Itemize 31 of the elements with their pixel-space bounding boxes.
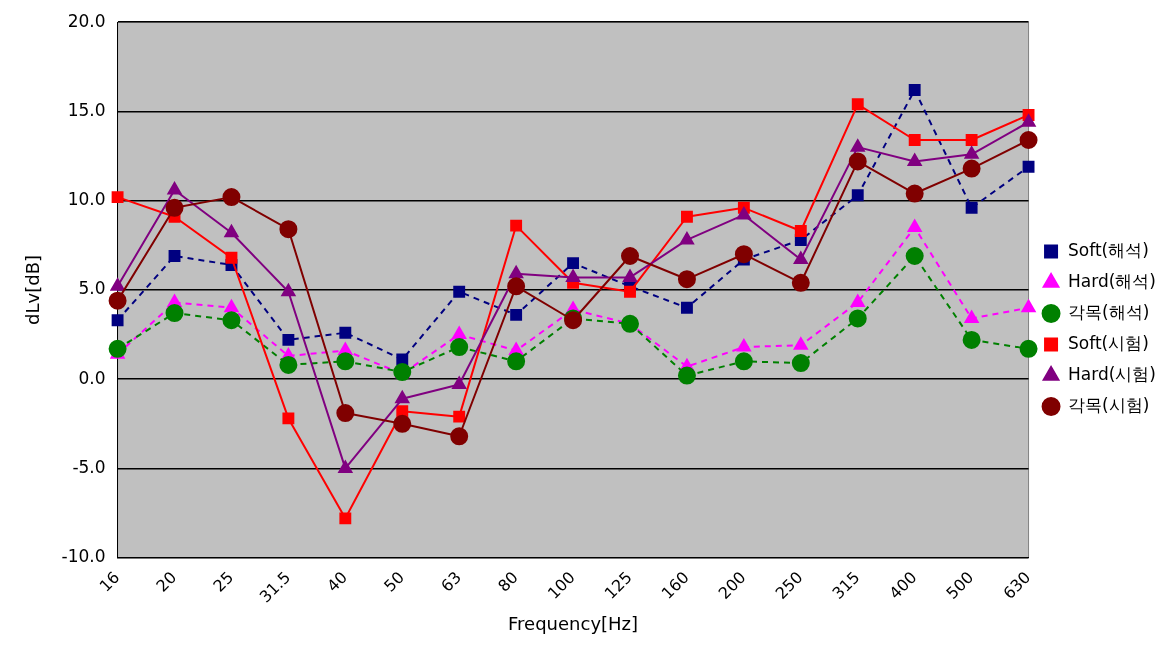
legend-label: Hard(시험) [1068, 363, 1157, 384]
y-axis-title: dLv[dB] [22, 254, 44, 325]
y-tick-label: 10.0 [67, 189, 106, 210]
x-tick-label: 100 [543, 567, 579, 603]
x-tick-label: 630 [999, 567, 1035, 603]
legend-label: 각목(시험) [1068, 394, 1150, 415]
x-tick-label: 315 [828, 567, 864, 603]
legend-label: Soft(해석) [1068, 239, 1149, 260]
x-tick-label: 500 [942, 567, 978, 603]
y-tick-label: -5.0 [72, 456, 106, 477]
x-tick-label: 63 [437, 567, 465, 596]
x-tick-label: 160 [657, 567, 693, 603]
x-tick-label: 200 [714, 567, 750, 603]
x-tick-label: 400 [885, 567, 921, 603]
x-tick-label: 250 [771, 567, 807, 603]
x-tick-label: 25 [209, 567, 238, 596]
y-tick-label: 20.0 [67, 10, 106, 31]
x-tick-label: 16 [95, 567, 124, 596]
y-tick-label: 5.0 [78, 278, 106, 299]
x-tick-label: 80 [494, 567, 522, 596]
y-tick-label: -10.0 [61, 546, 106, 567]
x-tick-label: 125 [600, 567, 636, 603]
legend-label: 각목(해석) [1068, 301, 1150, 322]
x-tick-label: 50 [380, 567, 409, 596]
y-tick-label: 0.0 [78, 367, 106, 388]
legend-label: Soft(시험) [1068, 332, 1149, 353]
x-tick-label: 20 [152, 567, 181, 596]
y-tick-label: 15.0 [67, 99, 106, 120]
legend-label: Hard(해석) [1068, 270, 1157, 291]
x-tick-label: 40 [323, 567, 352, 596]
x-axis-title: Frequency[Hz] [508, 612, 639, 634]
